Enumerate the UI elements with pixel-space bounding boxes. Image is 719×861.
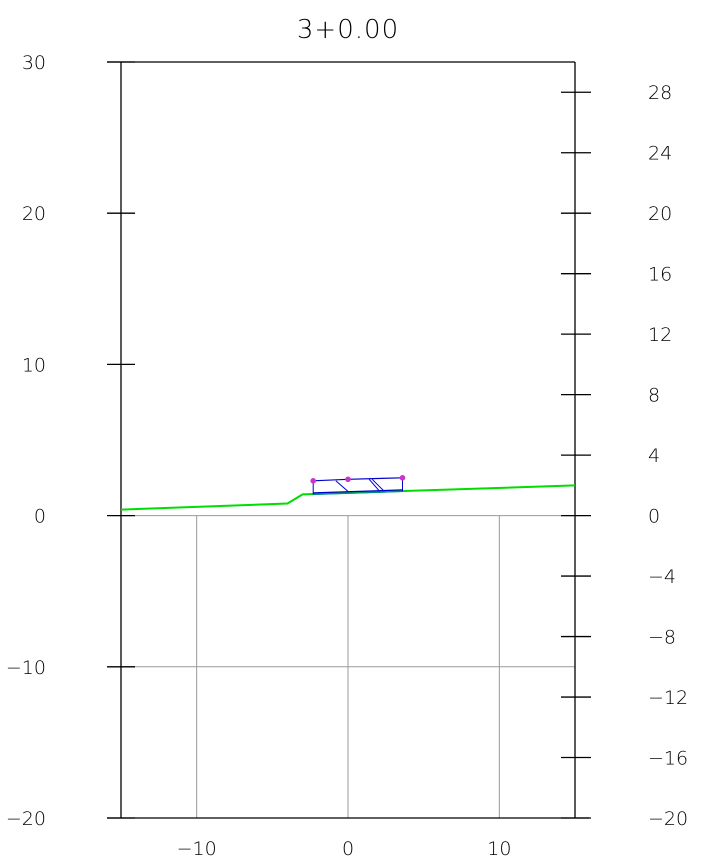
y-tick-label-1: −10	[6, 657, 46, 679]
road-base-line	[313, 489, 403, 494]
y-tick-label-4: 20	[22, 203, 46, 225]
y2-tick-label-3: −8	[648, 627, 676, 649]
marker-point-0	[310, 478, 316, 484]
y2-tick-label-6: 4	[648, 445, 660, 467]
y2-tick-label-9: 16	[648, 264, 672, 286]
y-tick-label-0: −20	[6, 808, 46, 830]
chart-title: 3+0.00	[297, 15, 399, 45]
y2-tick-label-7: 8	[648, 385, 660, 407]
data-series	[120, 475, 576, 511]
marker-point-1	[345, 476, 351, 483]
y2-tick-label-12: 28	[648, 82, 672, 104]
x-tick-label-2: 10	[487, 838, 511, 860]
grid-lines	[121, 515, 575, 818]
tick-labels: −20 −10 0 10 20 30 −20 −16 −12 −8 −4 0 4 8 12 16 20 24 28 −…	[6, 52, 688, 860]
y2-tick-label-8: 12	[648, 324, 672, 346]
road-outline-segment-2	[335, 480, 349, 492]
x-tick-label-0: −10	[177, 838, 217, 860]
y2-tick-label-0: −20	[648, 808, 688, 830]
y-tick-label-2: 0	[34, 506, 46, 528]
y-tick-label-5: 30	[22, 52, 46, 74]
road-outline-segment-4	[371, 478, 385, 492]
road-surface-line	[313, 477, 403, 482]
road-outline-segment-3	[368, 478, 381, 492]
y2-tick-label-1: −16	[648, 748, 688, 770]
axes	[107, 61, 591, 819]
y2-tick-label-4: −4	[648, 566, 676, 588]
y2-tick-label-10: 20	[648, 203, 672, 225]
y2-tick-label-5: 0	[648, 506, 660, 528]
y2-tick-label-2: −12	[648, 687, 688, 709]
marker-point-2	[399, 475, 406, 481]
x-tick-label-1: 0	[342, 838, 354, 860]
y-tick-label-3: 10	[22, 354, 46, 376]
ground-line	[120, 484, 576, 511]
y2-tick-label-11: 24	[648, 143, 672, 165]
road-subgrade-line	[313, 490, 403, 495]
